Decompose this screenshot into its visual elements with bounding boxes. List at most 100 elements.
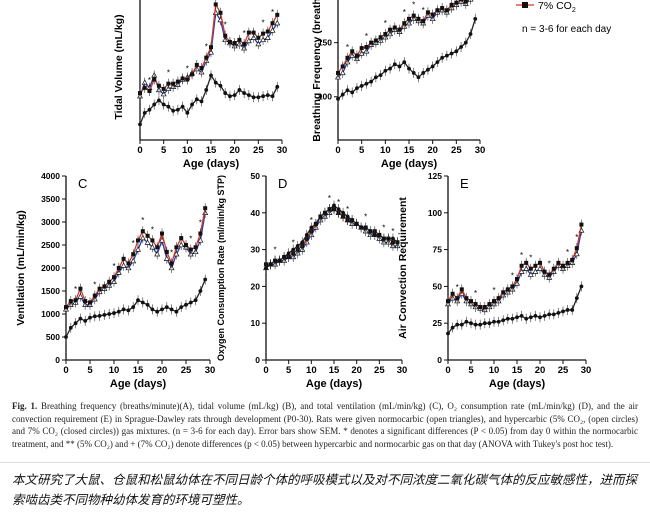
data-point — [416, 75, 421, 80]
data-point — [144, 239, 151, 245]
panel-letter: D — [278, 176, 287, 191]
data-point — [519, 263, 524, 268]
x-tick-label: 30 — [205, 365, 216, 376]
series-2 — [138, 70, 280, 130]
significance-mark: * — [384, 19, 387, 28]
y-axis-label: Air Convection Requirement — [397, 197, 409, 339]
significance-mark: * — [224, 21, 227, 30]
data-point — [190, 102, 194, 107]
series-2 — [64, 274, 208, 342]
data-point — [160, 231, 164, 236]
data-point — [274, 19, 281, 26]
y-tick-label: 40 — [251, 208, 261, 218]
y-tick-label: 500 — [46, 332, 60, 342]
x-tick-label: 25 — [181, 365, 192, 376]
data-point — [388, 27, 393, 32]
data-point — [556, 310, 561, 315]
data-point — [180, 76, 185, 81]
data-point — [223, 91, 228, 95]
data-point — [140, 300, 145, 305]
x-tick-label: 0 — [445, 365, 450, 376]
data-point — [446, 331, 450, 336]
data-point — [492, 319, 496, 324]
data-point — [440, 55, 445, 60]
data-point — [388, 66, 392, 71]
data-point — [444, 8, 449, 13]
data-point — [265, 29, 270, 34]
data-point — [505, 316, 510, 321]
data-point — [282, 255, 287, 259]
data-point — [383, 68, 388, 73]
data-point — [251, 30, 256, 35]
data-point — [332, 203, 336, 208]
data-point — [150, 238, 155, 243]
significance-mark: * — [141, 216, 144, 225]
data-point — [579, 222, 584, 227]
data-point — [430, 64, 435, 69]
chart-panel-e: 0 5 10 15 20 25 30 0 25 50 75 100 125 Age (days) Air C… — [397, 171, 591, 390]
significance-mark: * — [337, 198, 340, 207]
data-point — [107, 279, 112, 284]
series-2 — [446, 281, 584, 339]
data-point — [515, 315, 519, 320]
legend-label-subscript: 2 — [572, 7, 576, 14]
data-point — [435, 8, 440, 13]
y-tick-label: 10 — [251, 318, 261, 328]
significance-mark: * — [520, 251, 523, 260]
data-point — [505, 287, 510, 292]
data-point — [538, 315, 542, 320]
data-point — [190, 72, 195, 77]
significance-mark: * — [274, 246, 277, 255]
data-point — [350, 218, 355, 223]
data-point — [430, 12, 435, 17]
data-point — [524, 260, 529, 265]
data-point — [68, 299, 73, 304]
data-point — [175, 107, 180, 112]
data-point — [197, 237, 204, 243]
significance-mark: * — [346, 43, 349, 52]
data-point — [255, 40, 262, 47]
significance-mark: * — [112, 262, 115, 271]
legend: 7% CO2 n = 3-6 for each day — [516, 0, 611, 35]
caption-label: Fig. 1. — [12, 401, 38, 411]
data-point — [574, 246, 579, 251]
data-point — [102, 313, 107, 317]
data-point — [246, 93, 251, 98]
data-point — [579, 284, 584, 289]
data-point — [359, 46, 364, 51]
significance-mark: * — [205, 43, 208, 52]
data-point — [519, 313, 524, 318]
data-point — [185, 77, 190, 82]
data-point — [173, 250, 180, 257]
significance-mark: * — [456, 283, 459, 292]
data-point — [64, 305, 68, 310]
significance-mark: * — [441, 0, 444, 2]
data-point — [364, 81, 369, 86]
x-tick-label: 30 — [581, 365, 592, 376]
x-tick-label: 10 — [489, 365, 500, 376]
series-1 — [336, 0, 471, 78]
data-point — [533, 313, 538, 318]
data-point — [510, 284, 515, 289]
significance-mark: * — [382, 224, 385, 233]
data-point — [570, 308, 575, 312]
data-point — [463, 40, 468, 45]
data-point — [440, 6, 445, 11]
data-point — [116, 309, 121, 314]
y-axis-label: Tidal Volume (mL/kg) — [113, 14, 125, 119]
data-point — [179, 305, 184, 309]
data-point — [120, 262, 127, 268]
data-point — [121, 307, 126, 312]
data-point — [327, 207, 332, 212]
data-point — [92, 293, 97, 298]
y-tick-label: 50 — [251, 171, 261, 181]
data-point — [336, 97, 340, 101]
data-point — [164, 305, 169, 309]
data-point — [256, 35, 261, 40]
series-line — [447, 286, 583, 334]
data-point — [175, 79, 180, 84]
data-point — [295, 244, 300, 248]
significance-mark: * — [511, 271, 514, 280]
data-point — [473, 322, 478, 327]
significance-mark: * — [474, 289, 477, 298]
